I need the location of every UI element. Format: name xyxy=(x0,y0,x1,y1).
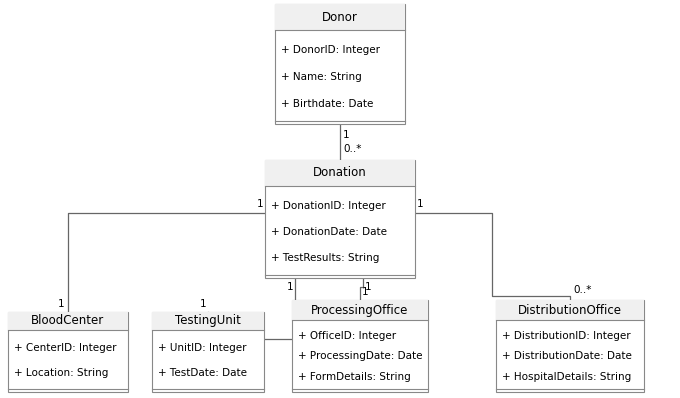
Text: + DistributionID: Integer: + DistributionID: Integer xyxy=(502,331,630,341)
Text: + TestResults: String: + TestResults: String xyxy=(271,253,379,263)
Text: 0..*: 0..* xyxy=(573,285,592,295)
Bar xyxy=(292,300,428,320)
Text: 1: 1 xyxy=(417,199,424,209)
Text: + UnitID: Integer: + UnitID: Integer xyxy=(158,343,246,353)
Text: Donor: Donor xyxy=(322,11,358,24)
Text: 1: 1 xyxy=(364,282,371,292)
Text: + Name: String: + Name: String xyxy=(281,72,362,82)
Bar xyxy=(152,312,264,392)
Text: + OfficeID: Integer: + OfficeID: Integer xyxy=(298,331,396,341)
Text: TestingUnit: TestingUnit xyxy=(175,314,241,327)
Text: 1: 1 xyxy=(256,199,263,209)
Text: + DonorID: Integer: + DonorID: Integer xyxy=(281,45,380,55)
Text: + DistributionDate: Date: + DistributionDate: Date xyxy=(502,351,632,361)
Bar xyxy=(8,312,128,392)
Bar xyxy=(496,300,644,320)
Bar xyxy=(496,300,644,392)
Text: BloodCenter: BloodCenter xyxy=(31,314,105,327)
Text: Donation: Donation xyxy=(313,166,367,179)
Text: 1: 1 xyxy=(199,299,206,309)
Bar xyxy=(265,160,415,278)
Text: + Location: String: + Location: String xyxy=(14,368,108,378)
Text: + Birthdate: Date: + Birthdate: Date xyxy=(281,99,373,109)
Text: 1: 1 xyxy=(343,130,350,140)
Text: + TestDate: Date: + TestDate: Date xyxy=(158,368,247,378)
Text: 0..*: 0..* xyxy=(343,144,361,154)
Text: 1: 1 xyxy=(57,299,64,309)
Bar xyxy=(152,312,264,330)
Text: ProcessingOffice: ProcessingOffice xyxy=(311,304,409,317)
Text: + CenterID: Integer: + CenterID: Integer xyxy=(14,343,116,353)
Text: + DonationID: Integer: + DonationID: Integer xyxy=(271,201,386,211)
Bar xyxy=(8,312,128,330)
Text: 1: 1 xyxy=(362,287,369,297)
Text: + ProcessingDate: Date: + ProcessingDate: Date xyxy=(298,351,422,361)
Text: 1: 1 xyxy=(286,282,293,292)
Bar xyxy=(275,4,405,124)
Text: + DonationDate: Date: + DonationDate: Date xyxy=(271,227,387,237)
Bar xyxy=(292,300,428,392)
Text: DistributionOffice: DistributionOffice xyxy=(518,304,622,317)
Bar xyxy=(275,4,405,30)
Text: + FormDetails: String: + FormDetails: String xyxy=(298,372,411,382)
Text: + HospitalDetails: String: + HospitalDetails: String xyxy=(502,372,631,382)
Bar xyxy=(265,160,415,186)
